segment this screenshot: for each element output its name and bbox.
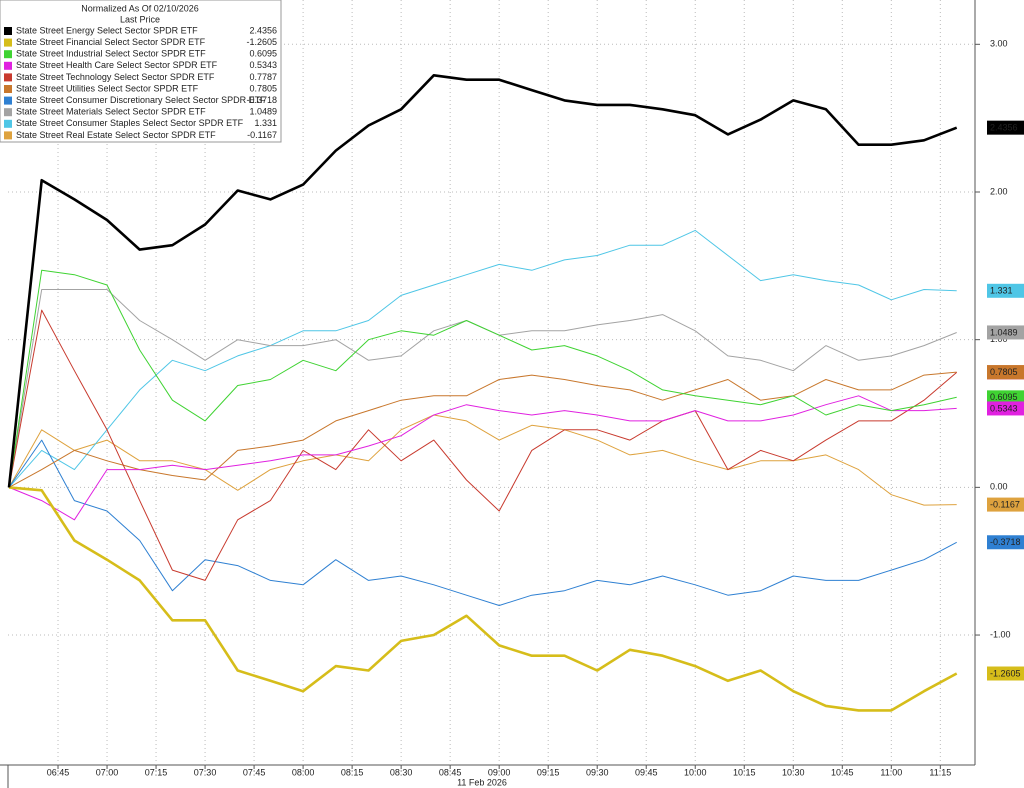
- legend-label: State Street Utilities Select Sector SPD…: [16, 83, 199, 93]
- last-price-label: -0.3718: [990, 537, 1021, 547]
- last-price-label: 1.331: [990, 286, 1013, 296]
- y-tick-label: -1.00: [990, 629, 1011, 639]
- last-price-label: -1.2605: [990, 668, 1021, 678]
- last-price-label: 0.6095: [990, 392, 1018, 402]
- last-price-box: [987, 666, 1024, 681]
- series-line: [8, 414, 957, 506]
- series-line: [8, 439, 957, 606]
- y-tick-label: 3.00: [990, 39, 1008, 49]
- x-tick-label: 06:45: [47, 767, 70, 777]
- legend-swatch: [4, 131, 12, 140]
- series-line: [8, 395, 957, 521]
- legend-value: 1.331: [254, 118, 277, 128]
- x-tick-label: 07:00: [96, 767, 119, 777]
- legend-swatch: [4, 50, 12, 59]
- legend-swatch: [4, 61, 12, 70]
- legend-value: -0.3718: [246, 95, 277, 105]
- x-tick-label: 08:45: [439, 767, 462, 777]
- x-tick-label: 08:15: [341, 767, 364, 777]
- legend-value: -1.2605: [246, 37, 277, 47]
- legend-label: State Street Health Care Select Sector S…: [16, 60, 218, 70]
- legend-label: State Street Real Estate Select Sector S…: [16, 130, 216, 140]
- x-tick-label: 09:30: [586, 767, 609, 777]
- x-tick-label: 11:15: [929, 767, 951, 777]
- x-tick-label: 10:15: [733, 767, 756, 777]
- x-tick-label: 07:45: [243, 767, 266, 777]
- legend-label: State Street Industrial Select Sector SP…: [16, 49, 206, 59]
- last-price-label: 0.5343: [990, 403, 1018, 413]
- legend-swatch: [4, 119, 12, 128]
- legend-swatch: [4, 108, 12, 117]
- legend: Normalized As Of 02/10/2026 Last Price S…: [0, 0, 282, 143]
- series-line: [8, 309, 958, 581]
- legend-value: 0.6095: [249, 49, 277, 59]
- series-line: [8, 486, 958, 712]
- legend-label: State Street Financial Select Sector SPD…: [16, 37, 206, 47]
- series-line: [8, 229, 957, 488]
- last-price-box: [987, 390, 1024, 405]
- series-line: [8, 269, 957, 488]
- x-tick-label: 11:00: [880, 767, 902, 777]
- x-tick-label: 09:00: [488, 767, 511, 777]
- last-price-box: [987, 120, 1024, 135]
- x-tick-label: 09:15: [537, 767, 560, 777]
- last-price-box: [987, 365, 1024, 380]
- x-tick-label: 09:45: [635, 767, 658, 777]
- legend-value: 0.7787: [249, 72, 277, 82]
- x-tick-label: 08:00: [292, 767, 315, 777]
- legend-swatch: [4, 38, 12, 47]
- last-price-label: 2.4356: [990, 123, 1018, 133]
- x-tick-label: 08:30: [390, 767, 413, 777]
- x-tick-label: 07:15: [145, 767, 168, 777]
- legend-label: State Street Materials Select Sector SPD…: [16, 107, 206, 117]
- x-axis-label: 11 Feb 2026: [457, 777, 507, 787]
- x-tick-label: 10:30: [782, 767, 805, 777]
- last-price-box: [987, 283, 1024, 298]
- last-price-box: [987, 401, 1024, 416]
- legend-subtitle: Last Price: [120, 14, 160, 24]
- legend-label: State Street Consumer Discretionary Sele…: [16, 95, 266, 105]
- series-line: [8, 371, 957, 488]
- legend-value: -0.1167: [247, 130, 277, 140]
- last-price-label: 1.0489: [990, 327, 1018, 337]
- y-tick-label: 0.00: [990, 482, 1008, 492]
- legend-box: [0, 0, 282, 143]
- legend-value: 0.7805: [249, 83, 277, 93]
- legend-value: 2.4356: [249, 25, 277, 35]
- legend-label: State Street Technology Select Sector SP…: [16, 72, 215, 82]
- series-line: [7, 74, 958, 488]
- plot-area: [7, 0, 975, 765]
- last-price-label: -0.1167: [990, 499, 1020, 509]
- x-tick-label: 07:30: [194, 767, 217, 777]
- legend-swatch: [4, 27, 12, 35]
- last-price-box: [987, 535, 1024, 550]
- last-price-box: [987, 325, 1024, 340]
- legend-title: Normalized As Of 02/10/2026: [81, 3, 199, 13]
- x-tick-label: 10:45: [831, 767, 854, 777]
- last-price-box: [987, 497, 1024, 512]
- y-tick-label: 2.00: [990, 186, 1008, 196]
- x-tick-label: 10:00: [684, 767, 707, 777]
- legend-label: State Street Energy Select Sector SPDR E…: [16, 25, 198, 35]
- last-price-label: 0.7805: [990, 367, 1018, 377]
- legend-label: State Street Consumer Staples Select Sec…: [16, 118, 244, 128]
- legend-value: 1.0489: [249, 107, 277, 117]
- legend-swatch: [4, 85, 12, 93]
- legend-swatch: [4, 73, 12, 82]
- legend-swatch: [4, 96, 12, 105]
- legend-value: 0.5343: [249, 60, 277, 70]
